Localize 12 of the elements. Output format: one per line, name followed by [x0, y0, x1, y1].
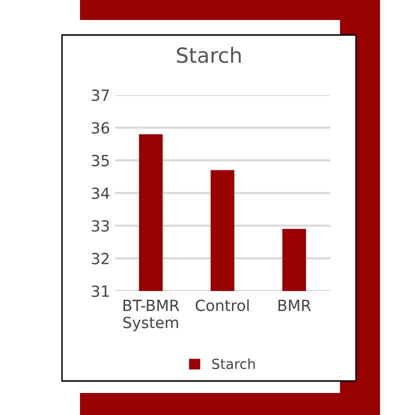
x-tick-label: Control — [196, 299, 249, 312]
x-tick-label: BMR — [278, 300, 311, 311]
legend-label: Starch — [212, 358, 255, 370]
y-tick-label: 34 — [92, 187, 110, 200]
y-tick-label: 35 — [92, 154, 109, 166]
y-tick-label: 37 — [92, 89, 109, 102]
y-tick-label: 33 — [92, 220, 109, 232]
x-tick-label: BT-BMR System — [123, 300, 180, 332]
chart-title: Starch — [176, 46, 241, 64]
y-tick-label: 36 — [92, 122, 110, 134]
y-tick-label: 32 — [92, 252, 109, 264]
y-tick-label: 31 — [92, 285, 109, 298]
